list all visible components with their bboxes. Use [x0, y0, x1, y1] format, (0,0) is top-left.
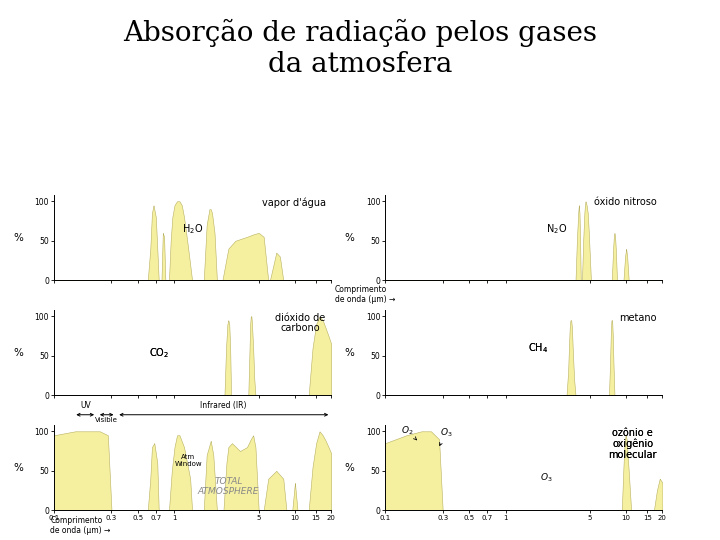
Text: $O_3$: $O_3$: [440, 426, 452, 445]
Text: Absorção de radiação pelos gases
da atmosfera: Absorção de radiação pelos gases da atmo…: [123, 19, 597, 78]
Text: %: %: [344, 233, 354, 242]
Text: CO$_2$: CO$_2$: [149, 346, 169, 360]
Text: UV: UV: [80, 401, 91, 410]
Text: N$_2$O: N$_2$O: [546, 222, 567, 236]
Text: %: %: [13, 348, 23, 357]
Text: CH$_4$: CH$_4$: [528, 341, 548, 355]
Text: %: %: [344, 348, 354, 357]
Text: metano: metano: [619, 313, 657, 322]
Text: TOTAL
ATMOSPHERE: TOTAL ATMOSPHERE: [198, 477, 259, 496]
Text: %: %: [13, 463, 23, 472]
Text: $O_2$: $O_2$: [401, 424, 417, 440]
Text: Comprimento
de onda (µm) →: Comprimento de onda (µm) →: [50, 516, 111, 535]
Text: Atm
Window: Atm Window: [175, 454, 202, 467]
Text: CO$_2$: CO$_2$: [149, 346, 169, 360]
Text: ozônio e
oxigênio
molecular: ozônio e oxigênio molecular: [608, 428, 657, 460]
Text: Infrared (IR): Infrared (IR): [200, 401, 246, 410]
Text: dióxido de
carbono: dióxido de carbono: [276, 313, 325, 333]
Text: %: %: [344, 463, 354, 472]
Text: vapor d'água: vapor d'água: [261, 198, 325, 208]
Text: H$_2$O: H$_2$O: [182, 222, 203, 236]
Text: %: %: [13, 233, 23, 242]
Text: CH$_4$: CH$_4$: [528, 341, 548, 355]
Text: $O_3$: $O_3$: [540, 471, 552, 484]
Text: Comprimento
de onda (µm) →: Comprimento de onda (µm) →: [335, 285, 395, 304]
Text: ozônio e
oxigênio
molecular: ozônio e oxigênio molecular: [608, 428, 657, 460]
Text: óxido nitroso: óxido nitroso: [594, 198, 657, 207]
Text: Visible: Visible: [95, 417, 118, 423]
